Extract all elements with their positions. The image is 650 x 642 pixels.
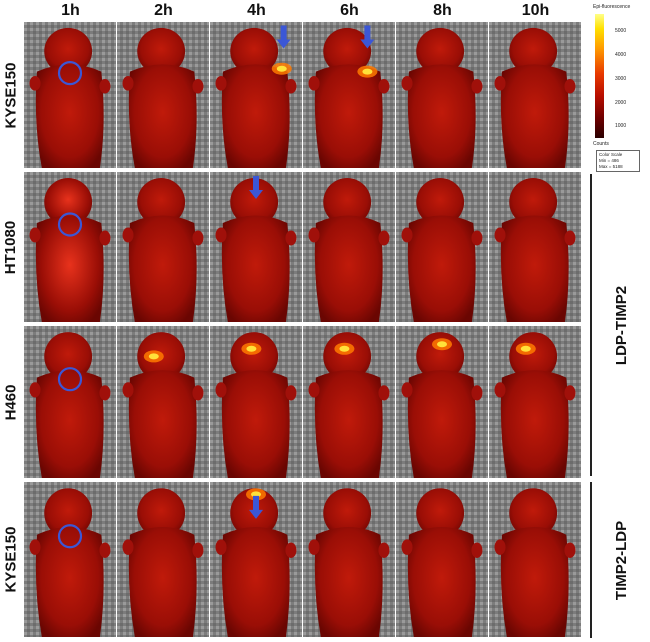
image-panel <box>24 22 116 168</box>
group-divider-timp2-ldp <box>590 482 592 638</box>
image-panel <box>303 172 395 322</box>
fluorescence-hotspot <box>241 342 262 355</box>
fluorescence-hotspot <box>334 342 355 355</box>
color-scale-info: Color Scale Min = 486 Max = 5188 <box>596 150 640 172</box>
image-panel <box>396 22 488 168</box>
fluorescence-hotspot <box>515 342 536 355</box>
color-scale-tick-2000: 2000 <box>615 100 627 106</box>
image-panel <box>210 326 302 478</box>
color-scale-tick-3000: 3000 <box>615 76 627 82</box>
column-header-2h: 2h <box>154 2 173 19</box>
color-scale-min: Min = 486 <box>599 158 619 163</box>
image-panel <box>396 172 488 322</box>
tumor-marker-circle <box>57 524 83 549</box>
column-header-4h: 4h <box>247 2 266 19</box>
color-scale-tick-1000: 1000 <box>615 123 627 129</box>
image-panel <box>396 482 488 637</box>
color-scale-title: Epi-fluorescence <box>593 4 631 10</box>
tumor-arrow <box>360 25 375 49</box>
color-scale-bar <box>595 14 604 138</box>
image-panel <box>24 482 116 637</box>
image-panel <box>210 22 302 168</box>
group-divider-ldp-timp2 <box>590 174 592 476</box>
color-scale-tick-4000: 4000 <box>615 52 627 58</box>
column-header-6h: 6h <box>340 2 359 19</box>
color-scale-info-title: Color Scale <box>599 152 623 157</box>
tumor-marker-circle <box>57 60 83 86</box>
tumor-arrow <box>249 495 263 519</box>
color-scale-legend: Epi-fluorescence 5000 4000 3000 2000 100… <box>593 4 649 172</box>
color-scale-units: Counts <box>593 141 609 147</box>
image-panel <box>303 22 395 168</box>
image-panel <box>117 482 209 637</box>
image-panel <box>117 326 209 478</box>
column-header-8h: 8h <box>433 2 452 19</box>
row-label-h460: H460 <box>2 384 20 420</box>
image-panel <box>489 482 581 637</box>
tumor-marker-circle <box>57 212 83 237</box>
image-panel <box>396 326 488 478</box>
image-panel <box>303 482 395 637</box>
tumor-arrow <box>276 25 291 49</box>
fluorescence-hotspot <box>246 488 266 501</box>
image-panel <box>117 22 209 168</box>
color-scale-tick-5000: 5000 <box>615 28 627 34</box>
column-header-1h: 1h <box>61 2 80 19</box>
tumor-marker-circle <box>57 367 83 392</box>
group-label-timp2-ldp: TIMP2-LDP <box>613 520 631 600</box>
image-panel <box>489 326 581 478</box>
color-scale-max: Max = 5188 <box>599 164 623 169</box>
row-label-ht1080: HT1080 <box>2 220 20 274</box>
fluorescence-hotspot <box>357 65 378 78</box>
column-header-10h: 10h <box>521 2 550 19</box>
image-panel <box>489 172 581 322</box>
image-panel <box>24 172 116 322</box>
image-panel <box>489 22 581 168</box>
fluorescence-hotspot <box>143 350 164 363</box>
fluorescence-hotspot <box>432 338 452 351</box>
image-panel <box>210 482 302 637</box>
image-panel <box>117 172 209 322</box>
image-panel <box>303 326 395 478</box>
tumor-arrow <box>249 176 263 199</box>
image-panel <box>24 326 116 478</box>
image-panel <box>210 172 302 322</box>
fluorescence-hotspot <box>271 62 292 75</box>
group-label-ldp-timp2: LDP-TIMP2 <box>613 285 631 365</box>
row-label-kyse150-timp2ldp: KYSE150 <box>2 526 20 593</box>
row-label-kyse150: KYSE150 <box>2 62 20 128</box>
